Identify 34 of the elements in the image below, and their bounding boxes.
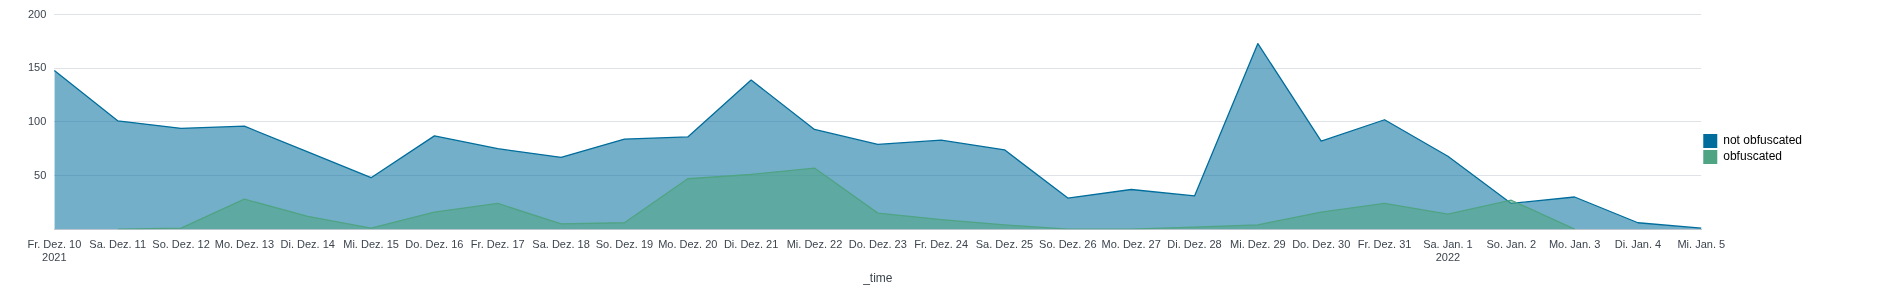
x-tick-label: Do. Dez. 16 — [405, 237, 464, 250]
y-tick-label: 150 — [27, 61, 47, 74]
x-tick-label: Do. Dez. 23 — [848, 237, 907, 250]
x-tick-label: Fr. Dez. 10 2021 — [27, 237, 82, 264]
x-tick-label: Mo. Jan. 3 — [1548, 237, 1601, 250]
x-tick-label: So. Dez. 12 — [152, 237, 210, 250]
x-tick-label: Sa. Dez. 25 — [975, 237, 1034, 250]
y-tick-label: 100 — [27, 114, 47, 127]
x-tick-label: Sa. Dez. 18 — [532, 237, 590, 250]
x-tick-label: Fr. Dez. 31 — [1357, 237, 1412, 250]
legend-label: not obfuscated — [1723, 133, 1803, 148]
x-tick-label: Mo. Dez. 27 — [1101, 237, 1161, 250]
legend-label: obfuscated — [1723, 149, 1782, 164]
y-tick-label: 200 — [27, 7, 47, 20]
x-tick-label: Di. Dez. 14 — [280, 237, 335, 250]
y-tick-label: 50 — [34, 168, 47, 181]
x-tick-label: So. Dez. 19 — [595, 237, 654, 250]
x-tick-label: Fr. Dez. 24 — [914, 237, 969, 250]
x-tick-label: Mi. Dez. 15 — [343, 237, 399, 250]
x-tick-label: Mi. Dez. 22 — [786, 237, 843, 250]
x-tick-label: Fr. Dez. 17 — [470, 237, 525, 250]
x-tick-label: Di. Dez. 28 — [1167, 237, 1222, 250]
x-tick-label: Mo. Dez. 13 — [214, 237, 275, 250]
x-tick-label: So. Dez. 26 — [1039, 237, 1097, 250]
x-tick-label: Di. Jan. 4 — [1614, 237, 1662, 250]
x-tick-label: Mi. Dez. 29 — [1230, 237, 1286, 250]
x-tick-label: Do. Dez. 30 — [1292, 237, 1351, 250]
x-tick-label: Mi. Jan. 5 — [1677, 237, 1726, 250]
x-tick-label: So. Jan. 2 — [1486, 237, 1537, 250]
x-tick-label: Mo. Dez. 20 — [658, 237, 718, 250]
x-tick-label: Di. Dez. 21 — [723, 237, 779, 250]
x-axis-title: _time — [862, 271, 893, 286]
x-tick-label: Sa. Dez. 11 — [89, 237, 147, 250]
x-tick-label: Sa. Jan. 1 2022 — [1423, 237, 1473, 264]
